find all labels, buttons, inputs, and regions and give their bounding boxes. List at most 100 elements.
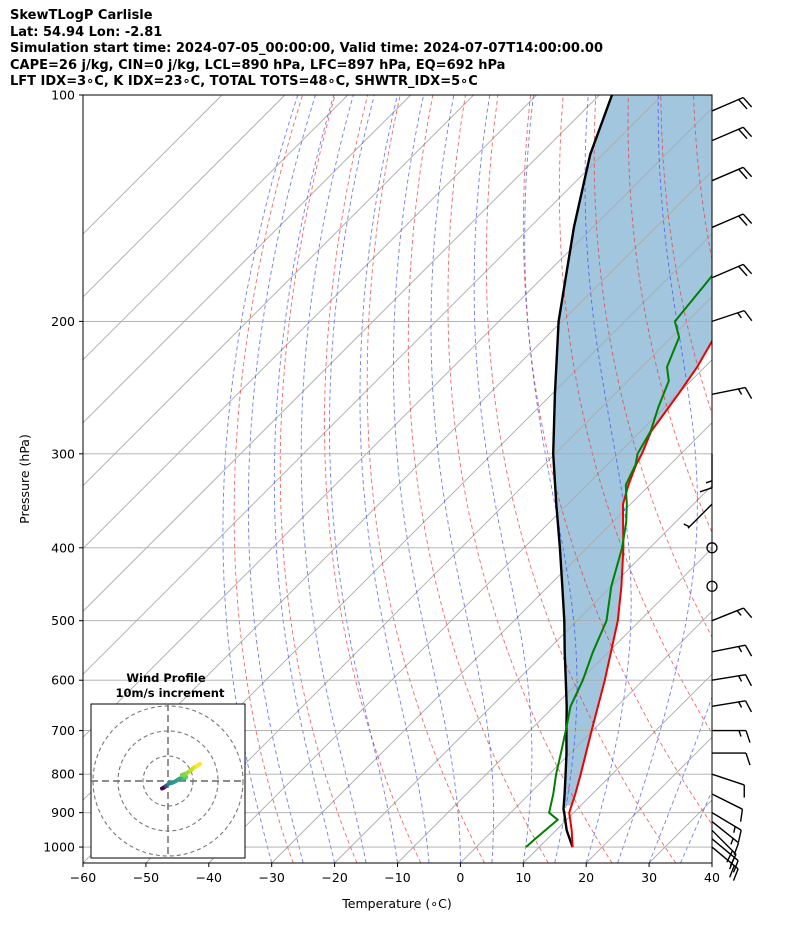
moist-adiabat-line bbox=[222, 95, 299, 863]
x-tick-label: 30 bbox=[641, 870, 657, 885]
dry-adiabat-line bbox=[407, 95, 549, 863]
x-tick-label: −10 bbox=[384, 870, 410, 885]
y-tick-label: 700 bbox=[51, 723, 75, 738]
isotherm-line bbox=[83, 95, 223, 235]
hodograph-subtitle: 10m/s increment bbox=[116, 686, 225, 700]
isotherm-line bbox=[83, 95, 412, 424]
hodograph-inset: Wind Profile 10m/s increment bbox=[90, 671, 246, 859]
isotherm-line bbox=[334, 484, 712, 863]
dry-adiabat-line bbox=[233, 95, 303, 863]
chart-header: SkewTLogP Carlisle Lat: 54.94 Lon: -2.81… bbox=[10, 8, 603, 91]
dry-adiabat-line bbox=[324, 95, 422, 863]
wind-barb bbox=[711, 263, 753, 279]
isotherm-line bbox=[460, 610, 712, 863]
x-tick-label: 40 bbox=[704, 870, 720, 885]
isotherm-line bbox=[271, 422, 712, 863]
hodograph-segment bbox=[195, 762, 202, 768]
wind-barb bbox=[711, 644, 753, 657]
x-tick-label: 20 bbox=[578, 870, 594, 885]
wind-barb bbox=[712, 752, 751, 766]
dry-adiabat-line bbox=[627, 95, 712, 534]
y-tick-label: 800 bbox=[51, 767, 75, 782]
wind-barb bbox=[683, 503, 713, 529]
x-axis-ticks: −60 −50 −40 −30 −20 −10 0 10 20 30 40 bbox=[70, 863, 720, 885]
y-tick-label: 1000 bbox=[43, 840, 75, 855]
wind-barb bbox=[711, 673, 753, 687]
wind-barb bbox=[711, 793, 744, 822]
isotherm-line bbox=[83, 95, 349, 361]
parcel-line bbox=[551, 95, 614, 848]
isotherm-line bbox=[83, 107, 712, 738]
moist-adiabat-line bbox=[247, 95, 316, 863]
y-axis-ticks: 1000 900 800 700 600 500 400 300 200 100 bbox=[43, 88, 83, 855]
isotherm-line bbox=[711, 862, 712, 863]
wind-barb bbox=[711, 846, 739, 881]
wind-barb bbox=[711, 166, 753, 182]
moist-adiabat-line bbox=[524, 95, 578, 863]
plot-area bbox=[83, 95, 794, 863]
dry-adiabats bbox=[233, 95, 794, 863]
location-text: Lat: 54.94 Lon: -2.81 bbox=[10, 24, 163, 40]
moist-adiabats bbox=[222, 95, 712, 863]
y-tick-label: 200 bbox=[51, 314, 75, 329]
y-tick-label: 100 bbox=[51, 88, 75, 103]
y-tick-label: 500 bbox=[51, 613, 75, 628]
wind-barb bbox=[711, 386, 753, 399]
wind-barb bbox=[711, 812, 742, 843]
moist-adiabat-line bbox=[711, 861, 712, 863]
wind-barb bbox=[711, 700, 753, 713]
moist-adiabat-line bbox=[300, 95, 367, 863]
dewpoint-line bbox=[525, 274, 712, 848]
y-tick-label: 900 bbox=[51, 805, 75, 820]
moist-adiabat-line bbox=[392, 95, 461, 863]
moist-adiabat-line bbox=[329, 95, 398, 863]
moist-adiabat-line bbox=[648, 695, 712, 863]
moist-adiabat-line bbox=[473, 95, 533, 863]
isotherm-line bbox=[522, 673, 712, 863]
dry-adiabat-line bbox=[726, 95, 794, 863]
x-tick-label: 10 bbox=[515, 870, 531, 885]
wind-barb bbox=[699, 453, 713, 493]
isotherm-line bbox=[145, 296, 712, 863]
temperature-line bbox=[568, 339, 712, 848]
wind-barb bbox=[711, 126, 753, 142]
isotherm-line bbox=[83, 95, 537, 550]
isotherm-line bbox=[397, 547, 712, 863]
wind-barb bbox=[712, 729, 751, 743]
x-tick-label: −20 bbox=[321, 870, 347, 885]
wind-barb bbox=[711, 829, 737, 866]
isotherm-line bbox=[83, 95, 286, 298]
wind-barb bbox=[711, 773, 745, 798]
index-text: LFT IDX=3∘C, K IDX=23∘C, TOTAL TOTS=48∘C… bbox=[10, 74, 478, 89]
y-tick-label: 300 bbox=[51, 446, 75, 461]
wind-barb bbox=[711, 96, 753, 112]
dry-adiabat-line bbox=[558, 95, 712, 735]
moist-adiabat-line bbox=[617, 95, 698, 863]
y-axis-label: Pressure (hPa) bbox=[17, 434, 32, 524]
dry-adiabat-line bbox=[759, 95, 794, 863]
isotherm-line bbox=[83, 95, 663, 675]
wind-barb bbox=[711, 821, 740, 855]
chart-title: SkewTLogP Carlisle bbox=[10, 8, 153, 23]
x-tick-label: 0 bbox=[456, 870, 464, 885]
time-text: Simulation start time: 2024-07-05_00:00:… bbox=[10, 41, 603, 56]
wind-barb bbox=[711, 309, 753, 323]
x-tick-label: −30 bbox=[259, 870, 285, 885]
moist-adiabat-line bbox=[584, 95, 632, 863]
cape-text: CAPE=26 j/kg, CIN=0 j/kg, LCL=890 hPa, L… bbox=[10, 57, 506, 73]
isotherm-grid bbox=[83, 95, 712, 863]
dry-adiabat-line bbox=[279, 95, 358, 863]
moist-adiabat-line bbox=[359, 95, 430, 863]
dry-adiabat-line bbox=[447, 95, 613, 863]
wind-barb bbox=[711, 607, 753, 622]
isotherm-line bbox=[208, 359, 712, 863]
x-axis-label: Temperature (∘C) bbox=[341, 896, 451, 911]
y-tick-label: 600 bbox=[51, 673, 75, 688]
y-tick-label: 400 bbox=[51, 540, 75, 555]
x-tick-label: −50 bbox=[133, 870, 159, 885]
hodograph-title: Wind Profile bbox=[126, 671, 206, 685]
moist-adiabat-line bbox=[273, 95, 336, 863]
dry-adiabat-line bbox=[485, 95, 677, 863]
cape-fill bbox=[553, 95, 712, 806]
